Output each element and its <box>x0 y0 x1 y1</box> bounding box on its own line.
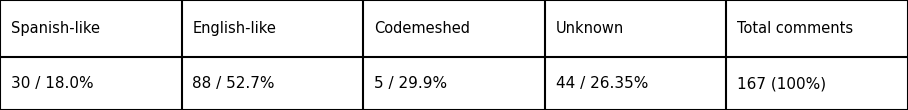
Text: 30 / 18.0%: 30 / 18.0% <box>11 76 94 91</box>
Text: 88 / 52.7%: 88 / 52.7% <box>192 76 275 91</box>
Text: Spanish-like: Spanish-like <box>11 21 100 36</box>
Text: 167 (100%): 167 (100%) <box>737 76 826 91</box>
Text: 5 / 29.9%: 5 / 29.9% <box>374 76 448 91</box>
Text: Total comments: Total comments <box>737 21 854 36</box>
Text: Codemeshed: Codemeshed <box>374 21 470 36</box>
Text: English-like: English-like <box>192 21 276 36</box>
Text: 44 / 26.35%: 44 / 26.35% <box>556 76 648 91</box>
Text: Unknown: Unknown <box>556 21 624 36</box>
